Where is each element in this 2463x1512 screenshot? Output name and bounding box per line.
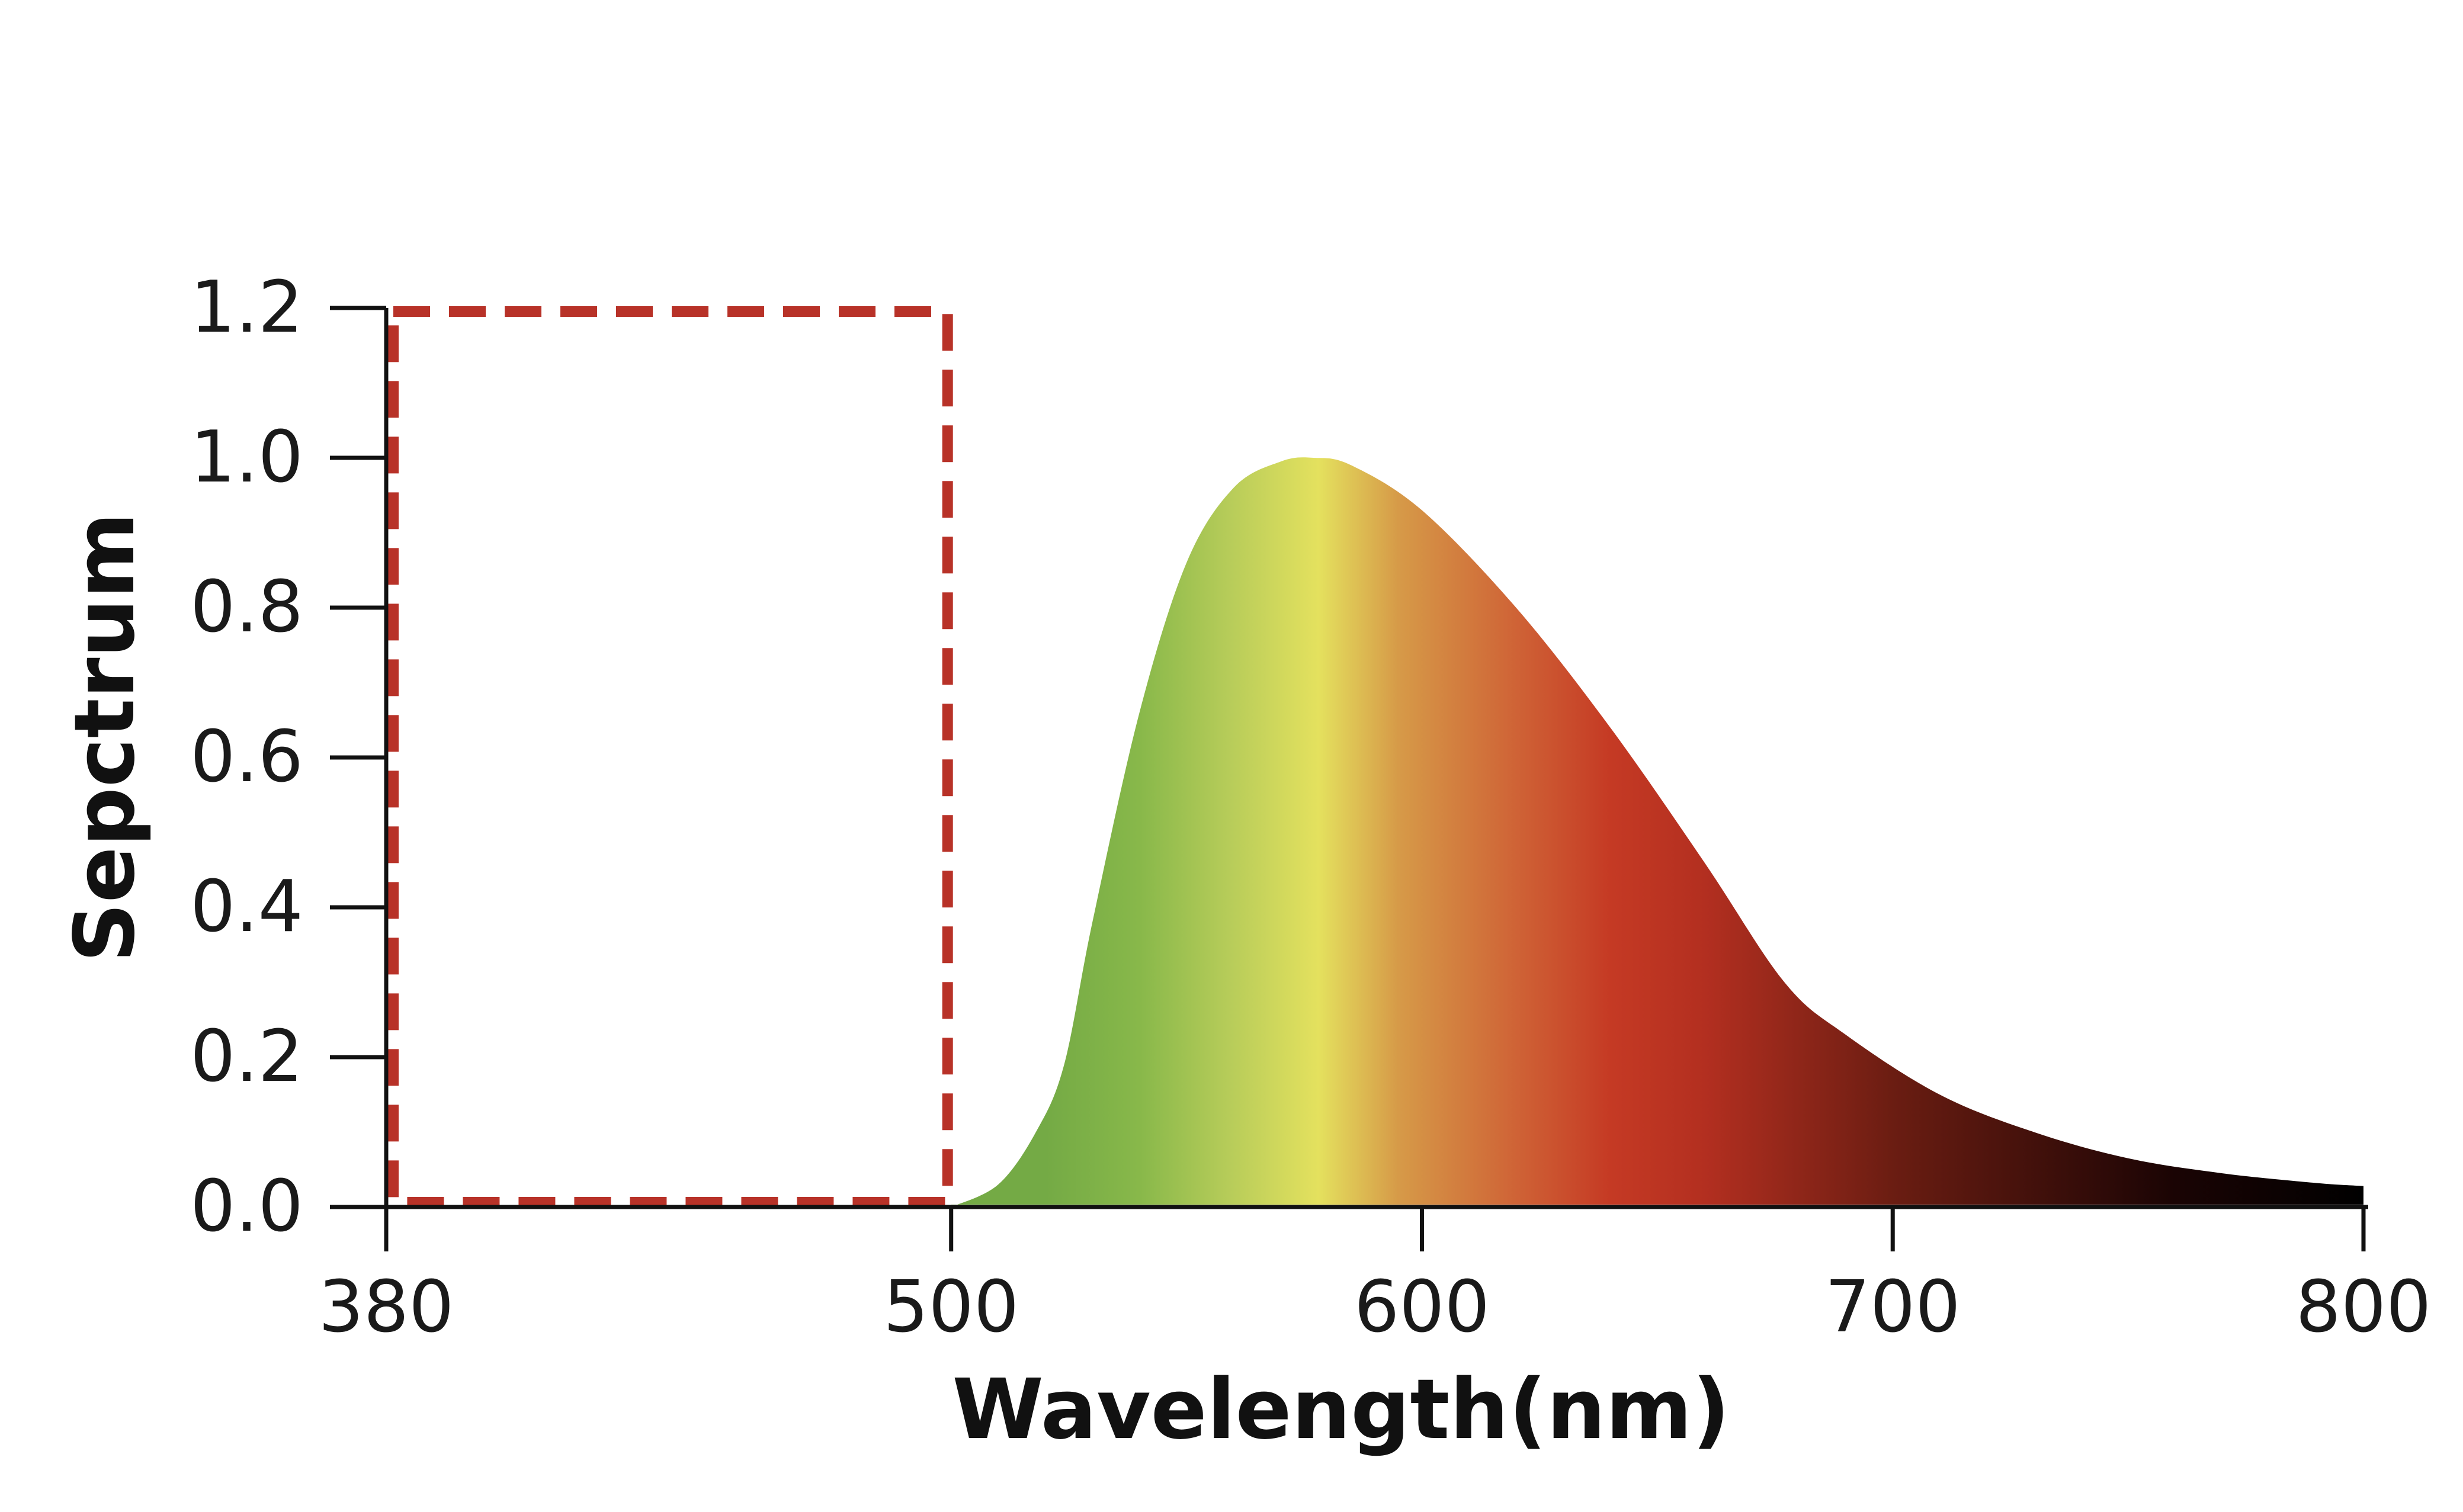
x-tick-label-0: 380: [318, 1266, 454, 1349]
y-tick-label-6: 1.2: [190, 267, 303, 349]
y-tick-label-5: 1.0: [190, 416, 303, 499]
x-tick-label-4: 800: [2295, 1266, 2431, 1349]
x-tick-label-1: 500: [883, 1266, 1019, 1349]
y-tick-label-1: 0.2: [190, 1016, 303, 1098]
spectrum-area-0: [951, 457, 2363, 1207]
x-tick-label-3: 700: [1825, 1266, 1961, 1349]
y-tick-label-0: 0.0: [190, 1166, 303, 1248]
x-axis-title: Wavelength(nm): [952, 1362, 1730, 1458]
y-axis-title: Sepctrum: [57, 512, 153, 963]
y-tick-label-3: 0.6: [190, 716, 303, 798]
y-tick-label-2: 0.4: [190, 866, 303, 948]
highlight-region: [388, 306, 953, 1208]
x-tick-label-2: 600: [1354, 1266, 1490, 1349]
y-tick-label-4: 0.8: [190, 566, 303, 649]
